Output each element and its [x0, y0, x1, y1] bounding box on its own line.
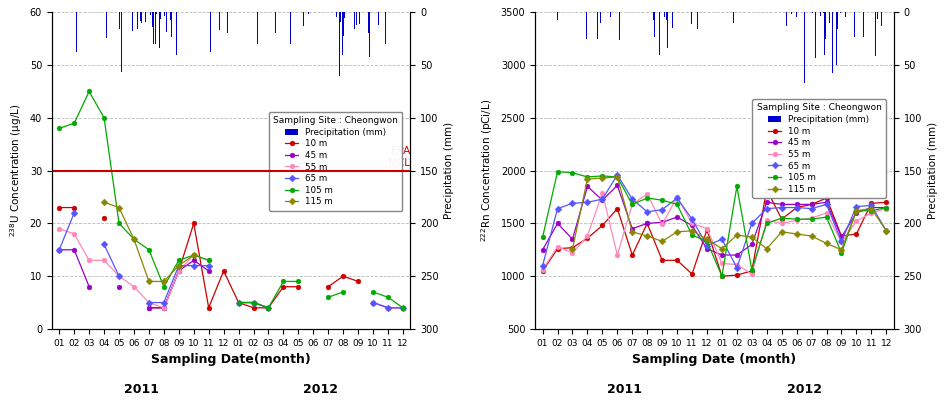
- X-axis label: Sampling Date (month): Sampling Date (month): [632, 353, 797, 366]
- Text: 2012: 2012: [787, 383, 822, 396]
- Legend: Precipitation (mm), 10 m, 45 m, 55 m, 65 m, 105 m, 115 m: Precipitation (mm), 10 m, 45 m, 55 m, 65…: [269, 112, 402, 211]
- Y-axis label: $^{238}$U Concentration (μg/L): $^{238}$U Concentration (μg/L): [9, 104, 25, 237]
- X-axis label: Sampling Date(month): Sampling Date(month): [151, 353, 311, 366]
- Text: 2011: 2011: [607, 383, 642, 396]
- Text: 2011: 2011: [124, 383, 159, 396]
- Y-axis label: Precipitation (mm): Precipitation (mm): [445, 122, 454, 219]
- Legend: Precipitation (mm), 10 m, 45 m, 55 m, 65 m, 105 m, 115 m: Precipitation (mm), 10 m, 45 m, 55 m, 65…: [752, 99, 885, 198]
- Text: 2012: 2012: [304, 383, 339, 396]
- Y-axis label: $^{222}$Rn Concentration (pCi/L): $^{222}$Rn Concentration (pCi/L): [480, 99, 495, 242]
- Text: EPA
MCL: EPA MCL: [389, 146, 411, 168]
- Y-axis label: Precipitation (mm): Precipitation (mm): [928, 122, 937, 219]
